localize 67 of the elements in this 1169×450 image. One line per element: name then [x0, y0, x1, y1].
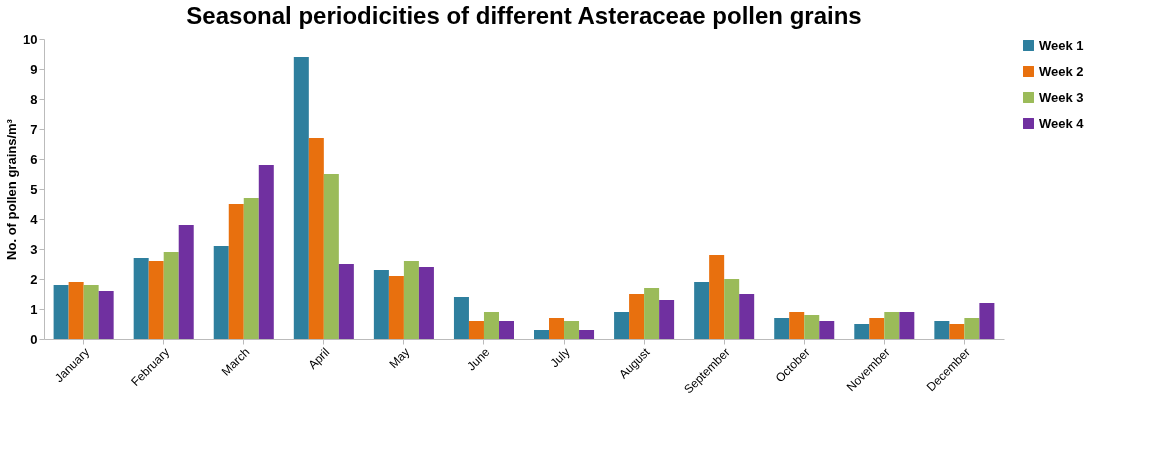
bar [884, 312, 900, 339]
y-tick-label: 8 [30, 91, 38, 107]
bar [83, 285, 99, 339]
bar [659, 300, 675, 339]
bar [979, 303, 995, 339]
bar [418, 267, 434, 339]
bar [694, 282, 710, 339]
bar [468, 321, 484, 339]
y-tick-label: 6 [30, 151, 38, 167]
y-tick-label: 0 [30, 331, 38, 347]
bar [534, 330, 550, 339]
y-tick-label: 2 [30, 271, 38, 287]
bar [293, 57, 309, 339]
bar [228, 204, 244, 339]
bar [854, 324, 870, 339]
bar [869, 318, 885, 339]
bar [98, 291, 114, 339]
y-tick-label: 5 [30, 181, 38, 197]
bar [258, 165, 274, 339]
bar [579, 330, 595, 339]
bar [498, 321, 514, 339]
x-tick-label: July [547, 345, 573, 371]
bar [934, 321, 950, 339]
bar [243, 198, 259, 339]
bar [68, 282, 84, 339]
bar [549, 318, 565, 339]
bar [739, 294, 755, 339]
bar [148, 261, 164, 339]
y-tick-label: 10 [23, 31, 38, 47]
bar [629, 294, 645, 339]
bar [724, 279, 740, 339]
bar [323, 174, 339, 339]
bar [709, 255, 725, 339]
bar [964, 318, 980, 339]
bar [403, 261, 419, 339]
bar [53, 285, 69, 339]
bar [373, 270, 389, 339]
bar [163, 252, 179, 339]
y-tick-label: 9 [30, 61, 38, 77]
bar [899, 312, 915, 339]
y-tick-label: 4 [30, 211, 39, 227]
bar [564, 321, 580, 339]
bar [819, 321, 835, 339]
y-tick-label: 7 [30, 121, 38, 137]
bar [453, 297, 469, 339]
bar [774, 318, 790, 339]
legend-label: Week 3 [1039, 89, 1084, 105]
bar [483, 312, 499, 339]
legend-label: Week 4 [1039, 115, 1085, 131]
y-tick-label: 3 [30, 241, 38, 257]
bar [178, 225, 194, 339]
bar [789, 312, 805, 339]
bar [213, 246, 229, 339]
x-tick-label: May [386, 345, 413, 372]
bar [614, 312, 630, 339]
bar [338, 264, 354, 339]
bar [388, 276, 404, 339]
bar [644, 288, 660, 339]
y-tick-label: 1 [30, 301, 38, 317]
bar [133, 258, 149, 339]
y-axis-title: No. of pollen grains/m³ [4, 118, 20, 260]
bar [308, 138, 324, 339]
bar [804, 315, 820, 339]
legend-label: Week 1 [1039, 37, 1084, 53]
bar [949, 324, 965, 339]
chart-title: Seasonal periodicities of different Asteraceae pollen grains [186, 2, 862, 29]
legend-label: Week 2 [1039, 63, 1084, 79]
